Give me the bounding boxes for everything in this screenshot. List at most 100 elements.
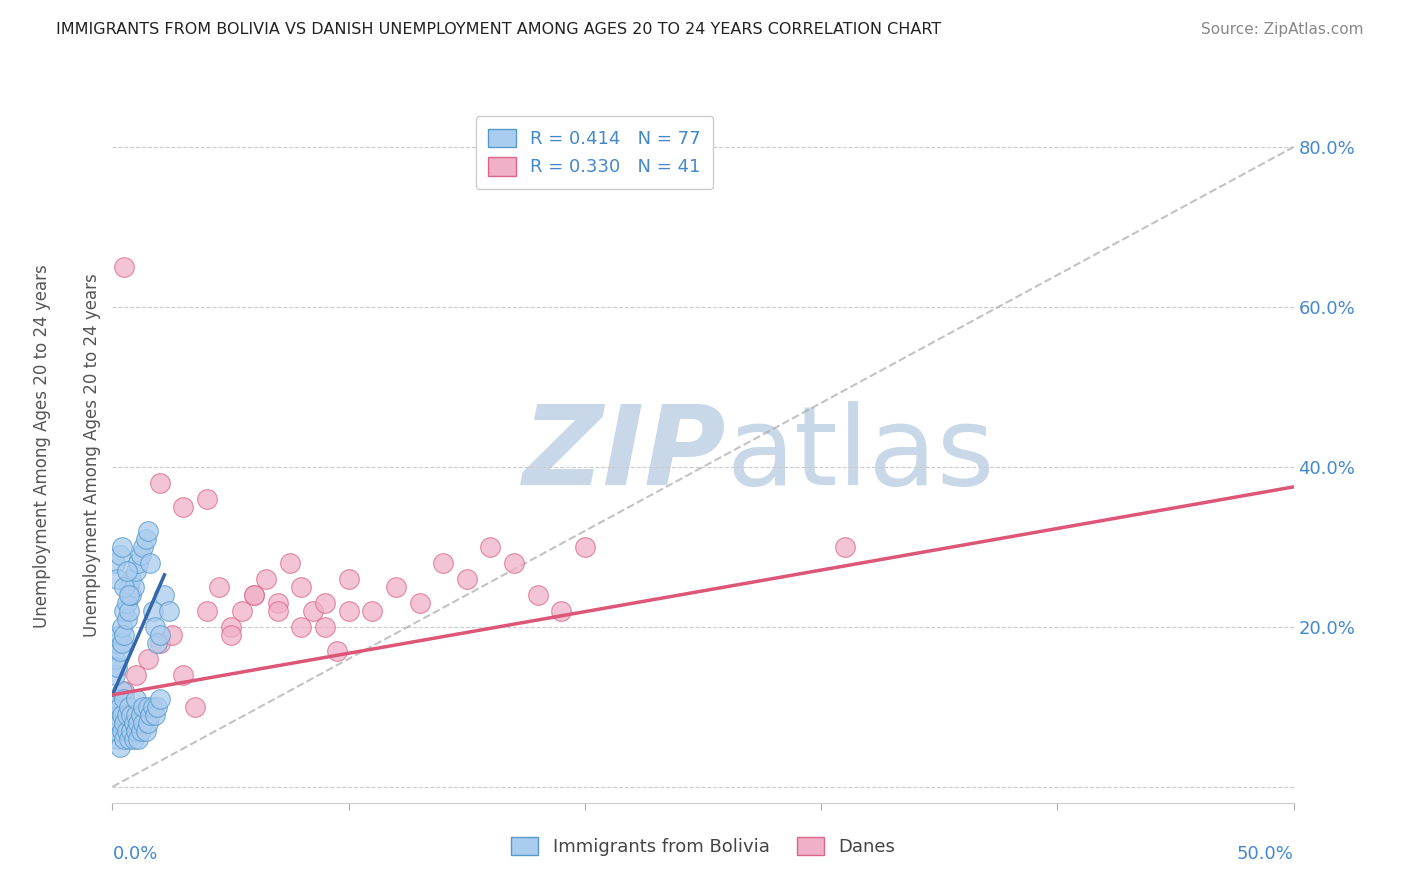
Point [127, 715, 149, 730]
Point [385, 580, 408, 594]
Point [108, 628, 131, 642]
Point [219, 628, 242, 642]
Point [111, 620, 134, 634]
Legend: Immigrants from Bolivia, Danes: Immigrants from Bolivia, Danes [503, 830, 903, 863]
Point [125, 668, 148, 682]
Point [105, 636, 128, 650]
Point [125, 564, 148, 578]
Point [139, 556, 162, 570]
Point [314, 596, 336, 610]
Y-axis label: Unemployment Among Ages 20 to 24 years: Unemployment Among Ages 20 to 24 years [83, 273, 101, 637]
Point [115, 707, 138, 722]
Point [243, 588, 266, 602]
Point [290, 580, 312, 594]
Point [118, 731, 141, 746]
Point [503, 556, 526, 570]
Point [157, 604, 180, 618]
Point [184, 699, 207, 714]
Point [112, 604, 135, 618]
Point [104, 668, 127, 682]
Point [142, 604, 165, 618]
Point [118, 699, 141, 714]
Point [118, 588, 141, 602]
Point [125, 691, 148, 706]
Point [120, 707, 142, 722]
Point [432, 556, 454, 570]
Point [111, 723, 134, 738]
Point [195, 604, 218, 618]
Point [122, 580, 145, 594]
Point [290, 620, 312, 634]
Point [278, 556, 301, 570]
Point [118, 580, 141, 594]
Point [111, 540, 134, 554]
Point [108, 739, 131, 754]
Point [104, 715, 127, 730]
Point [302, 604, 325, 618]
Point [105, 660, 128, 674]
Point [118, 604, 141, 618]
Point [129, 723, 152, 738]
Point [120, 572, 142, 586]
Point [479, 540, 502, 554]
Point [108, 644, 131, 658]
Point [115, 564, 138, 578]
Point [172, 668, 194, 682]
Point [142, 699, 165, 714]
Point [208, 580, 231, 594]
Point [132, 715, 155, 730]
Point [108, 699, 131, 714]
Point [267, 596, 290, 610]
Point [243, 588, 266, 602]
Point [135, 532, 157, 546]
Point [115, 723, 138, 738]
Point [136, 652, 159, 666]
Point [550, 604, 572, 618]
Point [337, 572, 360, 586]
Point [120, 588, 142, 602]
Point [135, 723, 157, 738]
Point [149, 691, 172, 706]
Point [526, 588, 548, 602]
Point [195, 491, 218, 506]
Text: ZIP: ZIP [523, 401, 727, 508]
Point [153, 588, 176, 602]
Point [104, 652, 127, 666]
Point [172, 500, 194, 514]
Point [408, 596, 430, 610]
Text: 0.0%: 0.0% [112, 845, 157, 863]
Point [122, 731, 145, 746]
Point [337, 604, 360, 618]
Point [149, 636, 172, 650]
Point [219, 620, 242, 634]
Point [111, 636, 134, 650]
Point [112, 691, 135, 706]
Text: Source: ZipAtlas.com: Source: ZipAtlas.com [1201, 22, 1364, 37]
Point [105, 691, 128, 706]
Point [326, 644, 349, 658]
Point [149, 628, 172, 642]
Point [254, 572, 277, 586]
Point [834, 540, 856, 554]
Point [105, 723, 128, 738]
Text: 50.0%: 50.0% [1237, 845, 1294, 863]
Point [111, 707, 134, 722]
Point [125, 707, 148, 722]
Point [129, 707, 152, 722]
Point [231, 604, 253, 618]
Point [146, 699, 169, 714]
Point [129, 548, 152, 562]
Point [139, 707, 162, 722]
Point [112, 715, 135, 730]
Point [136, 715, 159, 730]
Text: atlas: atlas [727, 401, 995, 508]
Point [136, 524, 159, 538]
Point [456, 572, 478, 586]
Point [132, 540, 155, 554]
Point [105, 731, 128, 746]
Point [574, 540, 596, 554]
Point [112, 731, 135, 746]
Point [112, 580, 135, 594]
Point [127, 731, 149, 746]
Point [104, 556, 127, 570]
